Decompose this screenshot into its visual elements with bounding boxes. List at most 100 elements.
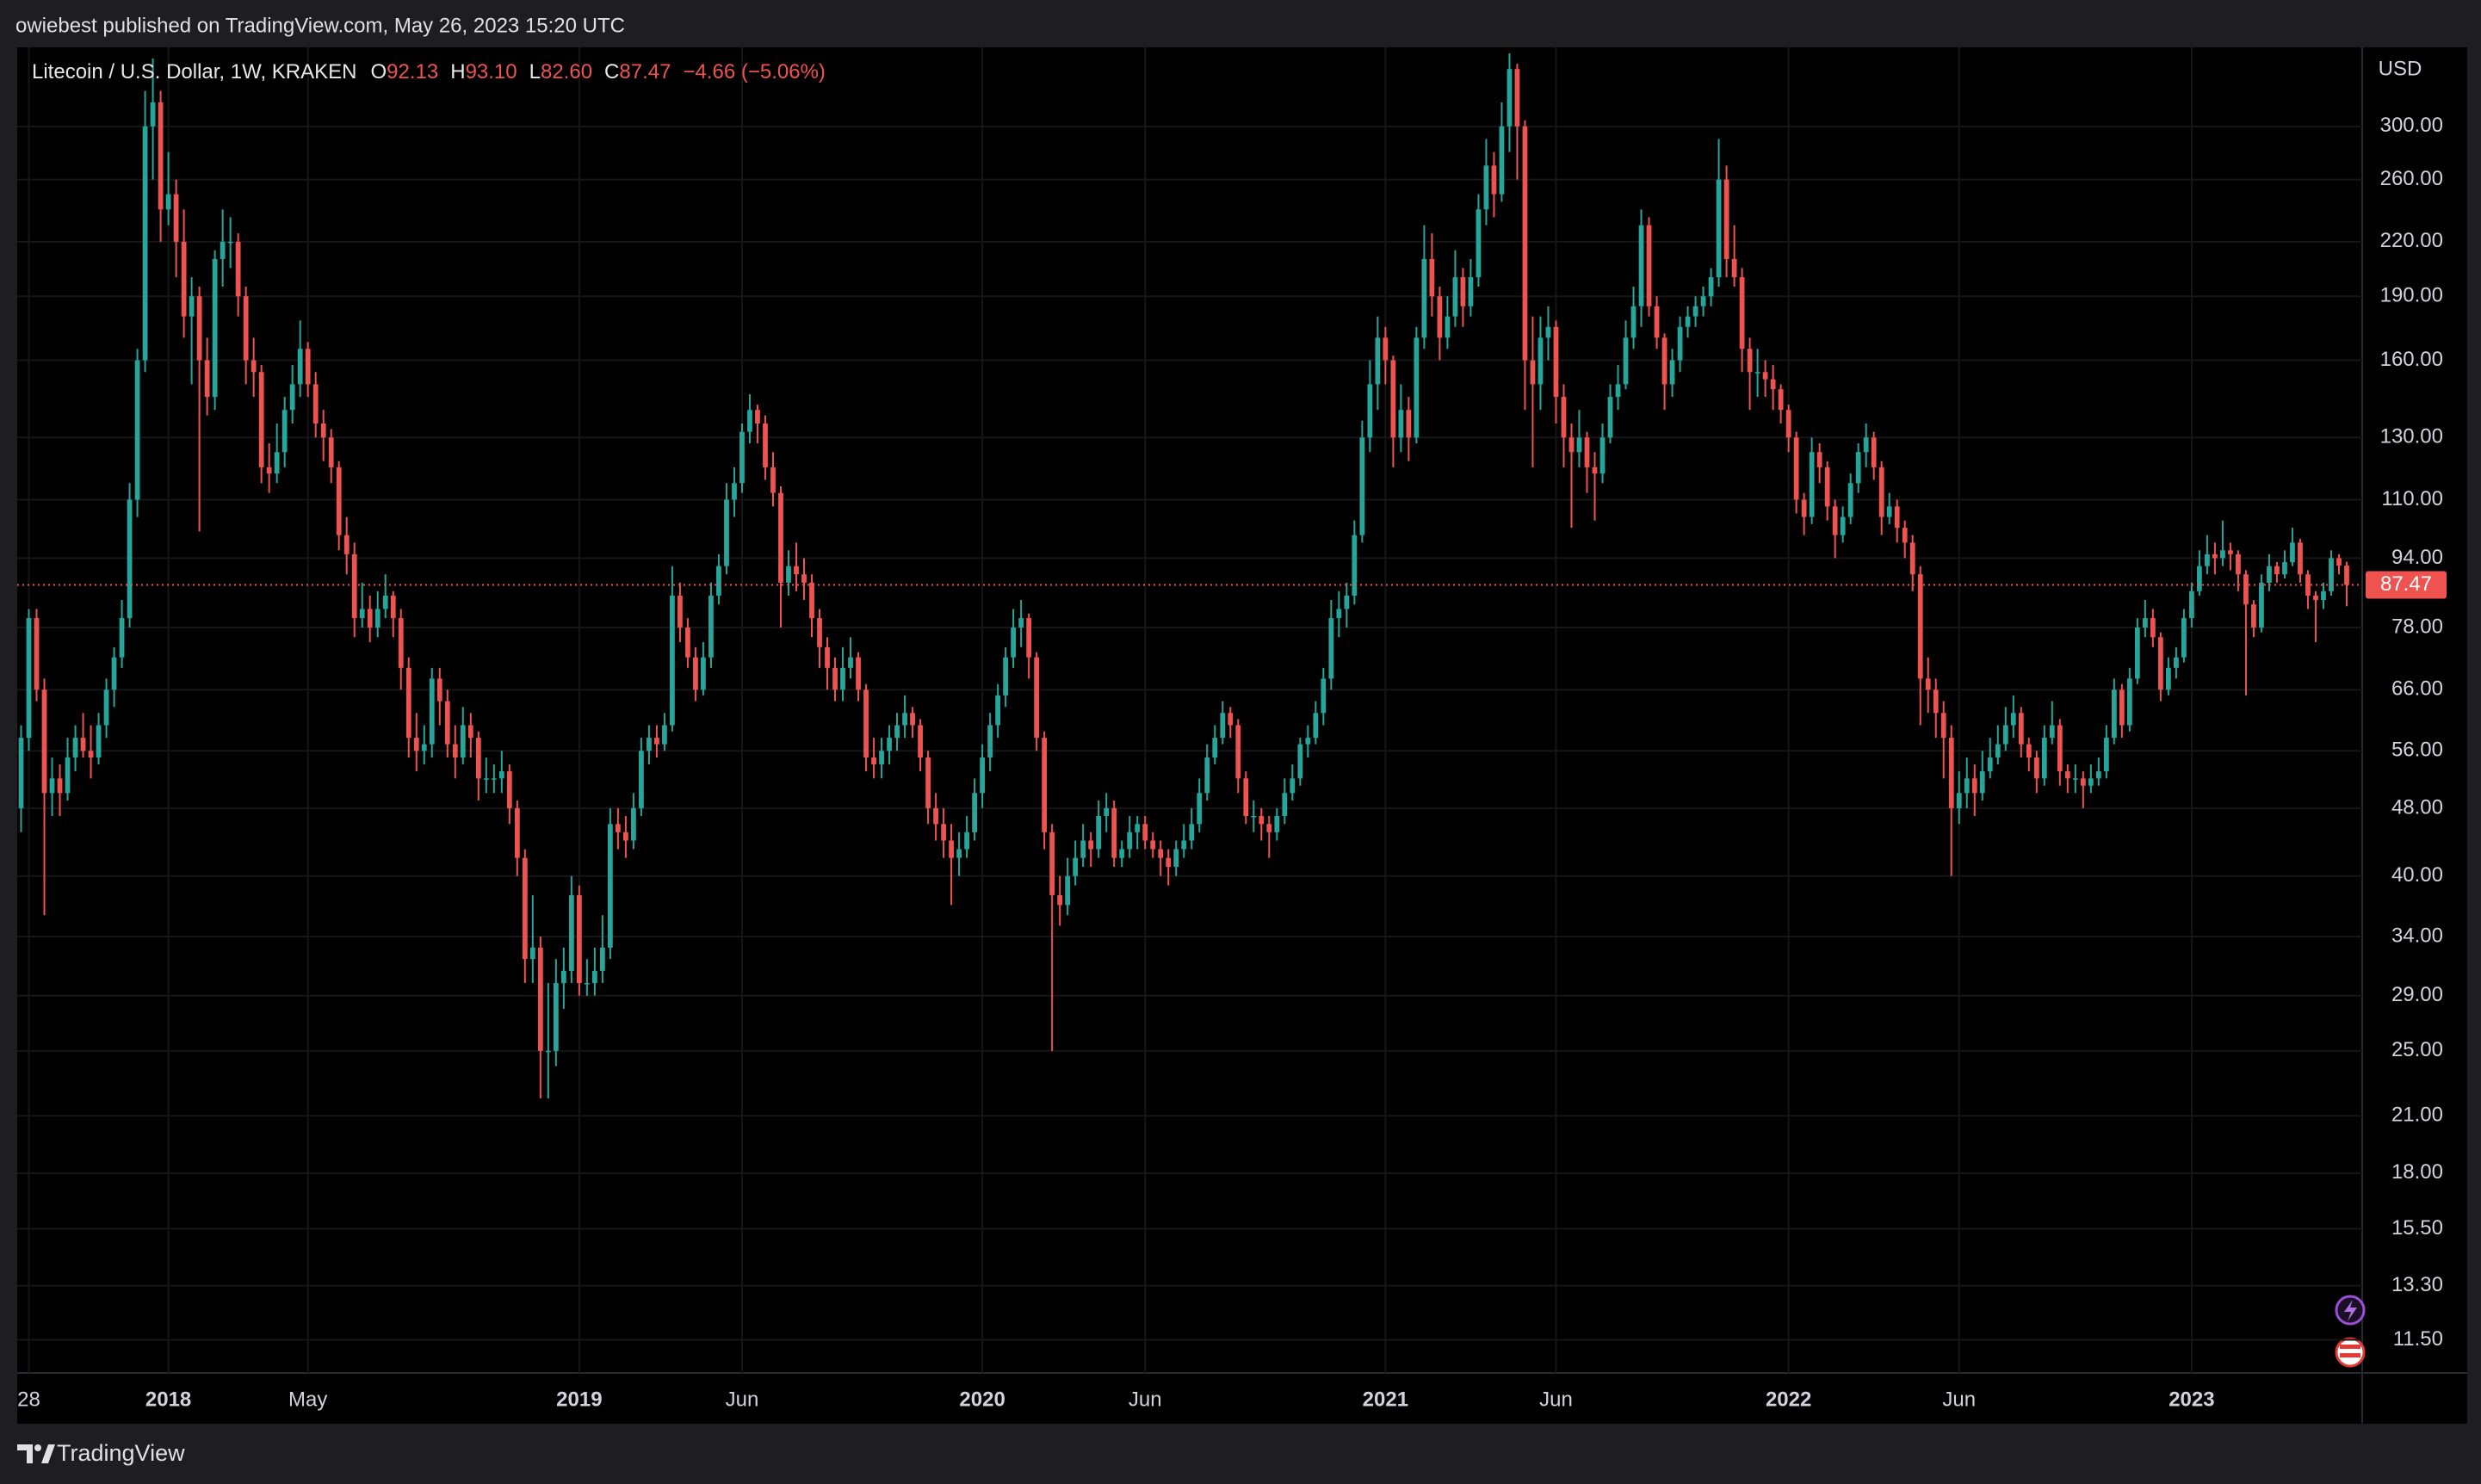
candle-body [158,102,164,210]
candle-body [1065,875,1071,906]
y-tick-label: 21.00 [2391,1104,2443,1127]
candle-body [639,751,644,808]
candle-body [1708,277,1714,297]
candle-body [2064,771,2070,779]
candle-body [1630,306,1636,338]
candle-body [429,678,435,745]
candle-body [2267,566,2272,583]
candle-body [2173,657,2179,668]
candle-body [1770,379,1776,390]
x-tick-label: 28 [17,1388,40,1411]
candle-body [933,807,938,825]
candle-body [297,349,303,385]
x-tick-label: May [288,1388,327,1411]
candle-body [2134,628,2140,679]
candle-body [336,467,342,535]
candle-body [1692,306,1698,317]
candle-body [2290,542,2295,563]
candle-body [204,360,210,398]
candle-body [72,738,78,758]
candle-body [1599,437,1606,474]
candle-body [1158,849,1164,858]
candle-body [181,241,187,317]
candle-body [1716,179,1722,278]
y-tick-label: 220.00 [2380,229,2443,252]
candle-body [1266,824,1272,832]
candle-body [1468,277,1474,306]
legend-field-value: 92.13 [387,60,438,83]
candle-body [956,849,962,858]
candle-body [1018,618,1024,628]
candle-body [189,296,195,317]
y-tick-label: 18.00 [2391,1160,2443,1184]
candle-body [173,194,179,242]
candle-body [1576,437,1582,453]
legend-field-label: O [370,60,387,83]
candle-body [949,840,954,858]
candle-body [1336,609,1342,619]
candle-body [1080,840,1086,858]
candle-body [289,384,295,411]
candle-body [2080,778,2086,786]
x-tick-label: 2022 [1766,1388,1811,1411]
candle-body [1824,467,1830,507]
candle-body [1809,452,1815,517]
candle-body [786,566,791,583]
candle-body [894,725,900,739]
y-tick-label: 40.00 [2391,863,2443,887]
candle-body [2197,566,2202,591]
candle-body [2018,713,2024,745]
candle-body [607,824,613,948]
icon-flag-stripe [2340,1353,2360,1357]
legend-symbol: Litecoin / U.S. Dollar, 1W, KRAKEN [32,60,356,83]
candle-body [1785,410,1791,438]
candle-body [701,657,706,690]
candle-body [1917,574,1923,679]
candle-body [1429,258,1435,297]
candle-body [747,410,752,432]
candle-body [693,657,698,690]
candle-body [1042,738,1048,832]
legend-field-value: 93.10 [466,60,517,83]
candle-body [1235,725,1241,779]
candle-body [134,360,140,500]
y-tick-label: 160.00 [2380,348,2443,371]
candle-body [670,595,675,726]
candle-body [631,807,636,841]
candle-body [1166,857,1172,868]
x-tick-label: 2019 [556,1388,602,1411]
candle-body [1003,657,1009,696]
candle-body [351,553,357,619]
bottom-icons [2335,1295,2366,1368]
x-tick-label: 2021 [1363,1388,1408,1411]
candle-body [616,824,621,832]
candle-body [2072,778,2078,780]
candle-body [2057,725,2063,772]
price-tag-label: 87.47 [2380,572,2432,596]
candle-body [1104,807,1110,817]
candle-body [212,258,218,398]
candle-body [887,738,892,751]
candle-body [1537,337,1544,385]
y-tick-label: 66.00 [2391,677,2443,701]
candle-body [18,738,24,808]
y-tick-label: 34.00 [2391,924,2443,947]
candle-body [1568,437,1575,453]
candle-body [1507,69,1513,127]
candle-body [258,372,264,467]
candle-body [1073,857,1079,876]
x-tick-label: Jun [726,1388,759,1411]
candle-body [2041,738,2047,779]
candle-body [57,778,63,794]
icon-flag [2335,1337,2366,1368]
candle-body [778,492,783,583]
candle-body [1793,437,1799,500]
candle-body [80,738,86,751]
candle-body [1445,316,1451,338]
candle-body [220,241,226,259]
candle-body [1615,384,1621,398]
candle-body [491,778,497,780]
candle-body [2220,550,2225,559]
candle-body [1731,258,1737,278]
candle-body [1832,506,1838,535]
